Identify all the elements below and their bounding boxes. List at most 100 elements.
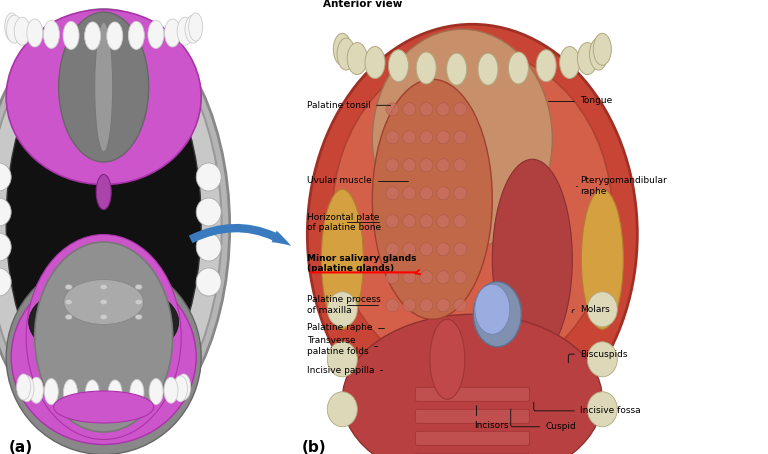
Ellipse shape [177,374,190,400]
Ellipse shape [164,377,178,403]
Ellipse shape [437,243,450,256]
Ellipse shape [135,300,142,305]
Ellipse shape [135,285,142,290]
Text: Palatine process
of maxilla: Palatine process of maxilla [307,296,381,315]
Ellipse shape [581,189,624,329]
FancyBboxPatch shape [415,387,529,401]
Ellipse shape [454,271,467,284]
Ellipse shape [333,33,351,65]
Ellipse shape [403,159,415,172]
Ellipse shape [63,21,79,49]
Ellipse shape [64,280,144,325]
Ellipse shape [0,17,222,437]
Ellipse shape [588,392,617,427]
Ellipse shape [29,377,43,403]
Ellipse shape [347,43,367,74]
Ellipse shape [403,215,415,228]
Text: Incisive papilla: Incisive papilla [307,365,382,375]
Ellipse shape [578,43,598,74]
Ellipse shape [594,33,611,65]
Ellipse shape [386,271,399,284]
Ellipse shape [0,163,12,191]
Ellipse shape [177,17,193,45]
Ellipse shape [590,38,607,70]
Ellipse shape [321,189,363,329]
Ellipse shape [5,13,18,41]
Ellipse shape [420,159,433,172]
Ellipse shape [44,20,59,49]
Ellipse shape [135,315,142,320]
Ellipse shape [12,270,196,444]
Ellipse shape [28,282,179,362]
Ellipse shape [128,21,144,49]
Text: Biscuspids: Biscuspids [568,350,627,363]
Ellipse shape [454,131,467,144]
Ellipse shape [420,187,433,200]
Text: Palatine tonsil: Palatine tonsil [307,101,391,110]
Text: Uvular muscle: Uvular muscle [307,176,409,185]
FancyArrowPatch shape [189,224,291,246]
Ellipse shape [437,159,450,172]
Ellipse shape [35,242,173,432]
Ellipse shape [45,379,58,405]
Text: Anterior view: Anterior view [323,0,402,9]
Ellipse shape [365,46,385,79]
Text: Tongue: Tongue [548,96,612,105]
Ellipse shape [333,49,612,379]
Text: Incisors: Incisors [475,405,509,430]
Ellipse shape [403,243,415,256]
Ellipse shape [403,131,415,144]
Ellipse shape [6,260,201,454]
Ellipse shape [403,103,415,116]
Ellipse shape [20,376,34,402]
Ellipse shape [447,53,467,85]
Ellipse shape [437,131,450,144]
Ellipse shape [54,391,154,423]
Text: Transverse
palatine folds: Transverse palatine folds [307,336,377,355]
Ellipse shape [420,271,433,284]
Ellipse shape [475,284,510,334]
Ellipse shape [473,282,521,347]
Ellipse shape [64,380,78,405]
Ellipse shape [65,285,72,290]
Ellipse shape [386,103,399,116]
Ellipse shape [196,233,221,261]
Ellipse shape [386,187,399,200]
FancyBboxPatch shape [415,431,529,445]
Ellipse shape [437,271,450,284]
Text: (b): (b) [302,440,326,454]
Ellipse shape [100,285,108,290]
Ellipse shape [437,103,450,116]
Ellipse shape [149,379,163,405]
Ellipse shape [403,187,415,200]
Text: Pterygomandibular
raphe: Pterygomandibular raphe [574,177,667,196]
Ellipse shape [454,187,467,200]
Ellipse shape [492,159,572,359]
Ellipse shape [478,53,498,85]
Ellipse shape [420,243,433,256]
Ellipse shape [337,38,355,70]
Ellipse shape [94,22,113,152]
Ellipse shape [100,315,108,320]
Ellipse shape [420,131,433,144]
Ellipse shape [327,292,357,327]
Ellipse shape [386,299,399,312]
Ellipse shape [0,268,12,296]
Ellipse shape [189,13,203,41]
Ellipse shape [327,392,357,427]
Ellipse shape [430,319,465,399]
Ellipse shape [560,46,580,79]
Ellipse shape [403,299,415,312]
Ellipse shape [386,243,399,256]
Ellipse shape [307,24,637,444]
Ellipse shape [454,103,467,116]
Ellipse shape [416,52,436,84]
Ellipse shape [196,268,221,296]
Ellipse shape [58,12,149,162]
Ellipse shape [15,17,30,45]
Ellipse shape [372,79,492,319]
Ellipse shape [437,299,450,312]
Ellipse shape [6,10,201,184]
Ellipse shape [100,300,108,305]
Ellipse shape [508,52,528,84]
